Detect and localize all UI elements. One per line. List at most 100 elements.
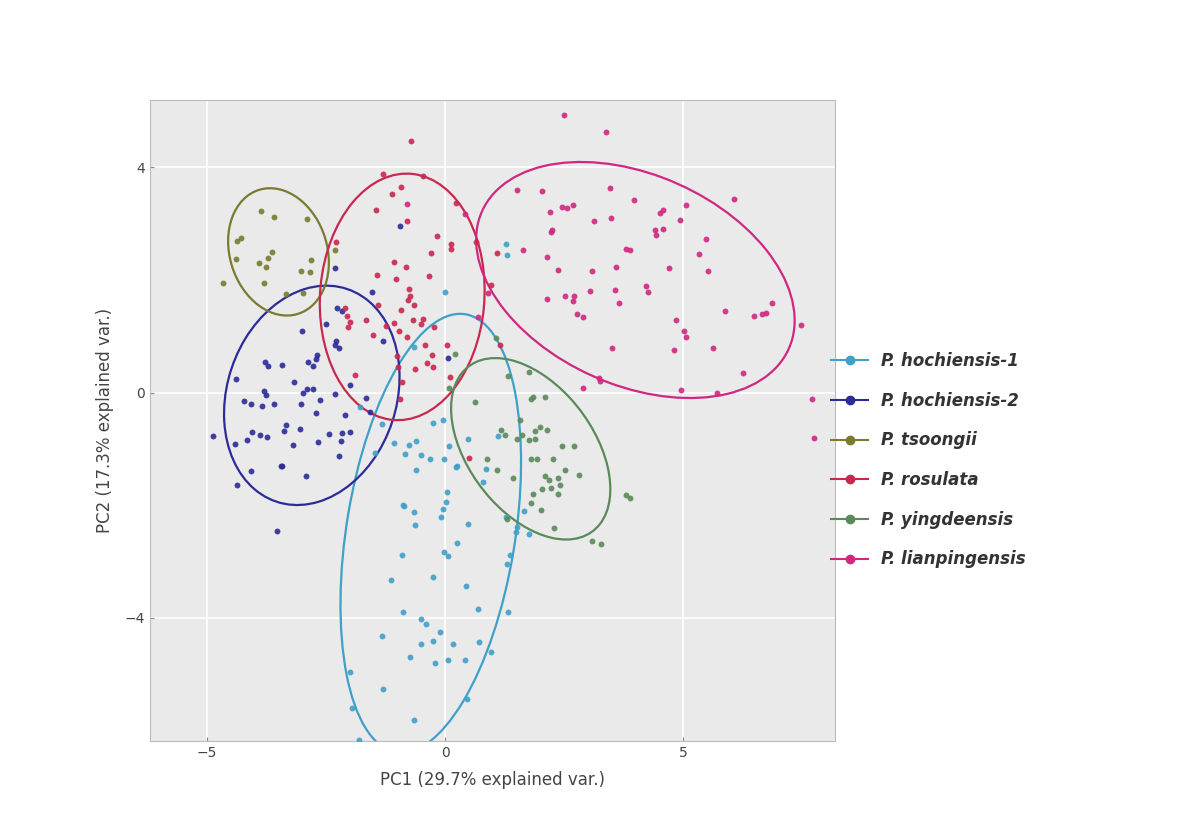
Point: [478, 453, 497, 466]
Point: [254, 277, 274, 290]
Point: [296, 469, 316, 482]
Point: [552, 201, 571, 214]
Point: [264, 210, 283, 223]
Point: [654, 203, 673, 217]
Point: [396, 447, 415, 461]
Point: [744, 309, 763, 322]
Point: [497, 248, 516, 262]
Point: [415, 338, 434, 352]
Point: [226, 437, 245, 451]
Point: [390, 393, 409, 407]
Point: [431, 625, 450, 638]
Point: [596, 125, 616, 138]
Point: [326, 235, 346, 248]
Point: [564, 439, 583, 452]
Point: [232, 231, 251, 244]
Point: [268, 524, 287, 537]
Point: [421, 247, 440, 260]
Legend: P. hochiensis-1, P. hochiensis-2, P. tsoongii, P. rosulata, P. yingdeensis, P. l: P. hochiensis-1, P. hochiensis-2, P. tso…: [832, 352, 1026, 568]
Point: [424, 634, 443, 647]
Point: [671, 213, 690, 227]
Point: [481, 646, 500, 659]
Point: [506, 525, 526, 538]
Point: [439, 439, 458, 452]
Point: [448, 536, 467, 550]
Point: [319, 427, 338, 441]
Point: [366, 203, 385, 217]
Point: [466, 395, 485, 408]
Point: [341, 425, 360, 438]
Point: [548, 487, 568, 501]
Point: [601, 212, 620, 225]
Point: [442, 237, 461, 251]
Point: [438, 486, 457, 499]
Point: [446, 460, 466, 473]
X-axis label: PC1 (29.7% explained var.): PC1 (29.7% explained var.): [380, 771, 605, 790]
Point: [527, 452, 546, 466]
Point: [414, 312, 433, 326]
Point: [414, 169, 433, 182]
Point: [610, 297, 629, 310]
Point: [391, 303, 410, 317]
Point: [508, 183, 527, 197]
Point: [482, 278, 502, 292]
Point: [665, 343, 684, 357]
Point: [520, 527, 539, 541]
Point: [438, 549, 457, 562]
Point: [536, 469, 556, 482]
Point: [491, 338, 510, 352]
Point: [620, 244, 640, 257]
Point: [498, 558, 517, 571]
Point: [398, 438, 418, 451]
Point: [380, 574, 400, 587]
Point: [487, 332, 506, 345]
Point: [542, 223, 562, 237]
Point: [424, 416, 443, 430]
Point: [791, 318, 810, 332]
Point: [458, 432, 478, 446]
Point: [203, 430, 222, 443]
Point: [474, 476, 493, 489]
Point: [548, 263, 568, 277]
Point: [476, 462, 496, 476]
Point: [433, 413, 452, 426]
Point: [497, 512, 516, 526]
Point: [689, 247, 708, 261]
Point: [499, 606, 518, 619]
Point: [214, 276, 233, 289]
Point: [311, 394, 330, 407]
Point: [538, 423, 557, 436]
Point: [522, 452, 541, 466]
Point: [241, 397, 260, 411]
Point: [520, 434, 539, 447]
Point: [241, 465, 260, 478]
Point: [338, 320, 358, 333]
Point: [438, 352, 457, 365]
Point: [412, 448, 431, 461]
Point: [757, 306, 776, 319]
Point: [762, 296, 781, 309]
Point: [564, 290, 583, 303]
Point: [646, 223, 665, 237]
Point: [805, 431, 824, 445]
Point: [390, 219, 409, 232]
Point: [293, 324, 312, 337]
Point: [325, 339, 344, 352]
Point: [419, 269, 438, 282]
Point: [448, 459, 467, 472]
Point: [304, 360, 323, 373]
Point: [504, 471, 523, 484]
Point: [532, 504, 551, 517]
Point: [536, 391, 556, 404]
Point: [257, 431, 276, 444]
Point: [326, 335, 346, 348]
Point: [325, 243, 344, 257]
Point: [272, 459, 292, 472]
Point: [437, 496, 456, 509]
Point: [606, 283, 625, 297]
Point: [362, 286, 382, 299]
Point: [426, 656, 445, 670]
Point: [523, 391, 542, 404]
Point: [416, 617, 436, 631]
Point: [666, 313, 685, 327]
